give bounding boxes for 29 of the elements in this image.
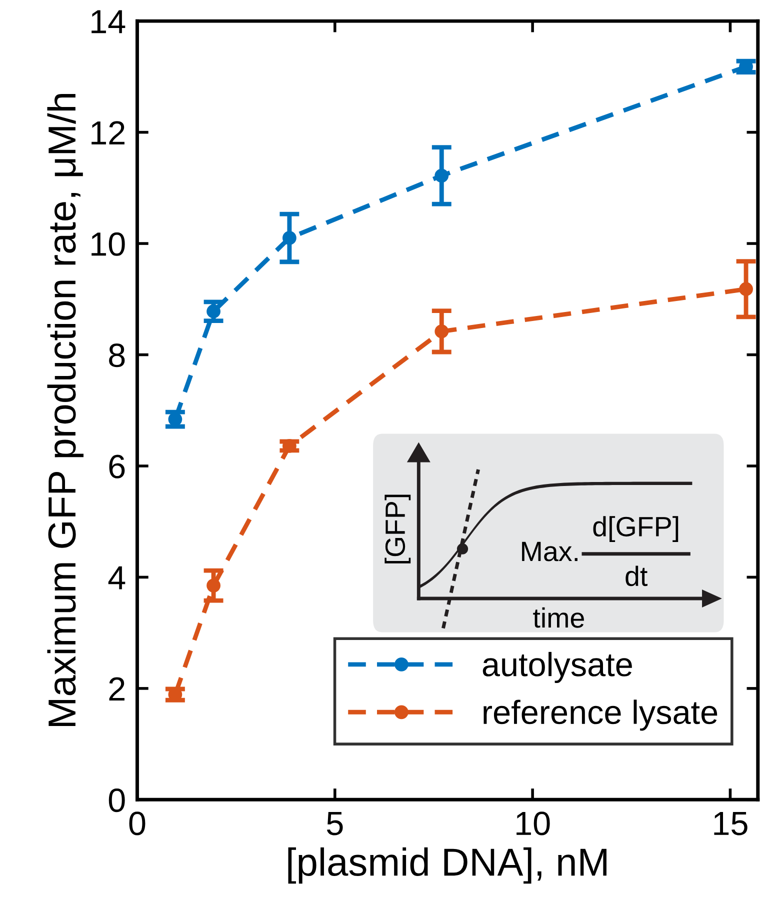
annotation: Max. xyxy=(522,542,578,562)
annotation: dt xyxy=(626,566,648,586)
x-axis-title: [plasmid DNA], nM xyxy=(288,847,606,884)
y-tick-label: 6 xyxy=(109,454,125,478)
point xyxy=(434,324,449,338)
annotation: [GFP] xyxy=(384,494,411,564)
y-tick-label: 2 xyxy=(109,677,124,701)
x-tick-label: 0 xyxy=(129,812,146,836)
y-tick-label: 14 xyxy=(92,10,126,34)
y-tick-label: 8 xyxy=(109,344,125,368)
point xyxy=(206,304,220,318)
y-axis-title: Maximum GFP production rate, μM/h xyxy=(47,94,84,726)
point xyxy=(282,439,296,453)
legend-label: autolysate xyxy=(482,652,632,683)
point xyxy=(168,412,182,426)
x-tick-label: 5 xyxy=(326,812,343,836)
y-tick-label: 10 xyxy=(92,232,125,256)
annotation: time xyxy=(533,607,584,628)
y-tick-label: 0 xyxy=(108,788,125,812)
annotation: d[GFP] xyxy=(593,516,678,542)
point xyxy=(434,168,449,183)
point xyxy=(739,282,753,296)
y-tick-label: 4 xyxy=(108,566,126,590)
x-tick-label: 10 xyxy=(516,812,550,836)
y-tick-label: 12 xyxy=(92,121,124,144)
x-tick-label: 15 xyxy=(714,812,748,836)
point xyxy=(206,578,220,592)
point xyxy=(282,231,296,245)
legend-label: reference lysate xyxy=(484,700,718,731)
